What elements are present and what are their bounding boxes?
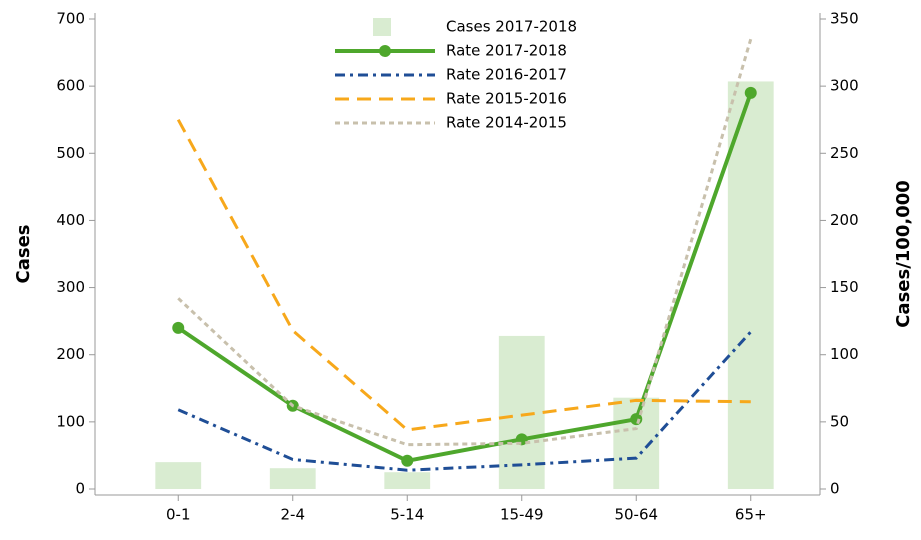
y-tick-label: 400 (56, 211, 85, 229)
x-tick-label: 50-64 (614, 506, 658, 524)
y-tick-label: 200 (56, 345, 85, 363)
x-tick-label: 65+ (735, 506, 767, 524)
y2-axis-title: Cases/100,000 (893, 180, 914, 328)
rate-line (177, 92, 753, 463)
x-tick-label: 2-4 (281, 506, 306, 524)
bar (727, 81, 774, 489)
x-tick-label: 15-49 (500, 506, 544, 524)
rate-marker (401, 454, 414, 467)
legend-label: Rate 2015-2016 (446, 90, 567, 108)
y-tick-label: 500 (56, 144, 85, 162)
y2-tick-label: 300 (830, 77, 859, 95)
y2-tick-label: 50 (830, 412, 849, 430)
rate-line (177, 38, 753, 447)
bar (269, 468, 316, 489)
legend-label: Rate 2017-2018 (446, 42, 567, 60)
y2-tick-label: 250 (830, 144, 859, 162)
y2-tick-label: 100 (830, 345, 859, 363)
legend-label: Cases 2017-2018 (446, 18, 577, 36)
x-tick-label: 5-14 (390, 506, 424, 524)
y2-tick-label: 350 (830, 10, 859, 28)
bar (155, 462, 202, 489)
x-tick-label: 0-1 (166, 506, 191, 524)
y-axis-title: Cases (13, 225, 34, 284)
y2-tick-label: 150 (830, 278, 859, 296)
y-tick-label: 100 (56, 412, 85, 430)
y-tick-label: 600 (56, 77, 85, 95)
rate-marker (744, 86, 757, 99)
legend-label: Rate 2016-2017 (446, 66, 567, 84)
y-tick-label: 300 (56, 278, 85, 296)
bar (613, 397, 660, 489)
legend-marker (379, 45, 391, 57)
legend-label: Rate 2014-2015 (446, 114, 567, 132)
rate-line (176, 118, 751, 432)
rate-marker (172, 321, 185, 334)
legend-swatch (373, 18, 391, 36)
y-tick-label: 0 (75, 480, 85, 498)
y-tick-label: 700 (56, 10, 85, 28)
y2-tick-label: 200 (830, 211, 859, 229)
bar (384, 472, 431, 489)
y2-tick-label: 0 (830, 480, 840, 498)
